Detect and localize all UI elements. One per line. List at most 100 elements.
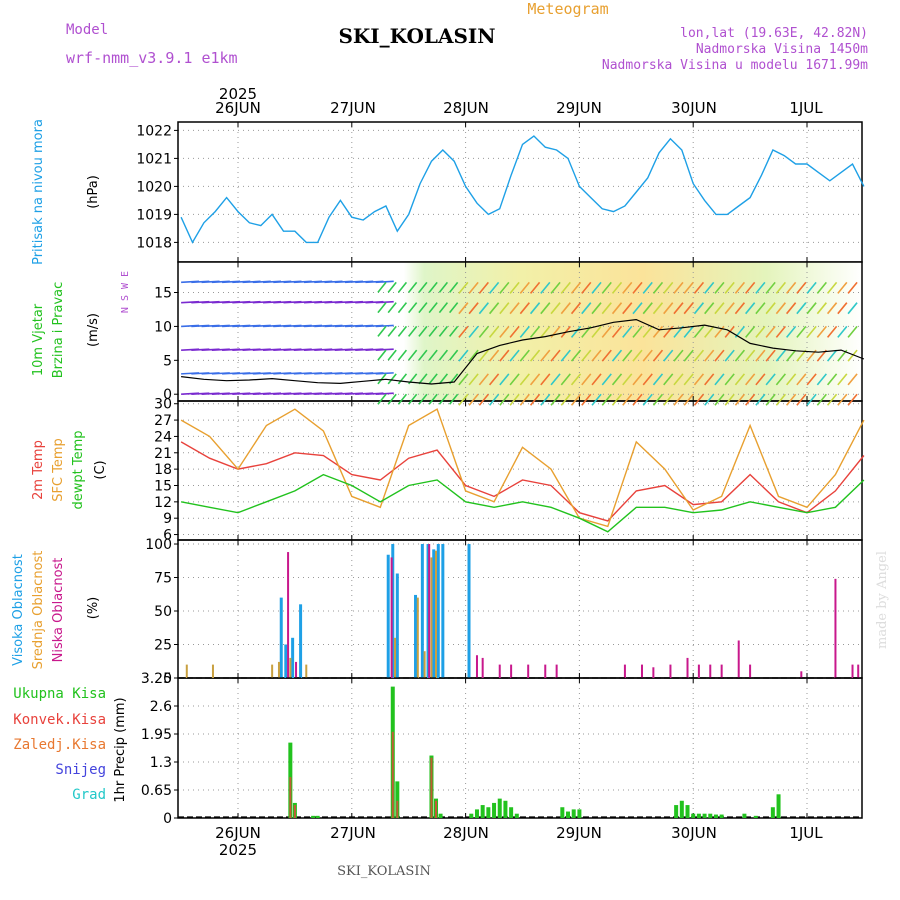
wind-barb [775,393,786,406]
legend-frozen: Zaledj.Kisa [13,737,106,753]
wind-barb [478,393,489,406]
wind-barb [509,302,520,315]
wind-barb [375,280,394,284]
wind-barb [786,325,797,338]
wind-barb [550,393,561,406]
wind-barb [519,325,530,338]
mid-cloud-bar [435,550,438,678]
wind-barb [418,281,428,293]
wind-barb [377,325,387,337]
cloud-ylabel-high: Visoka Oblacnost [11,554,26,666]
wind-barb [488,302,500,315]
wind-barb [408,349,418,361]
wind-barb [377,302,387,314]
wind-barb [581,302,592,315]
wind-barb [519,393,530,406]
wind-barb [663,349,674,362]
wind-barb [601,373,612,386]
wind-barb [540,302,551,315]
top-day-label: 29JUN [556,99,602,117]
wind-barb [601,302,612,315]
wind-barb [652,349,664,362]
wind-barb [375,348,394,351]
wind-barb [642,302,653,315]
high-cloud-bar [279,597,283,678]
wind-barb [734,281,746,294]
wind-barb [745,281,756,294]
wind-barb [408,281,418,293]
high-cloud-bar [284,644,288,678]
wind-barb [704,302,715,315]
wind-barb [775,325,786,338]
wind-barb [570,302,582,315]
wind-barb [397,349,408,361]
model-label: Model [66,22,108,38]
wind-barb [540,325,551,338]
wind-barb [816,373,827,386]
wind-barb [560,281,571,294]
wind-barb [387,349,397,361]
wind-barb [837,281,848,294]
cloud-ylabel-mid: Srednja Oblacnost [31,551,46,670]
mid-cloud-bar [289,657,292,678]
wind-barb [786,281,797,294]
y-tick-label: 0 [163,671,172,687]
wind-barb [724,302,735,315]
wind-barb [428,373,438,385]
wind-barb [458,373,469,386]
top-day-label: 26JUN [215,99,261,117]
precip-legend: Ukupna Kisa Konvek.Kisa Zaledj.Kisa Snij… [13,686,128,803]
high-cloud-bar [291,637,295,678]
y-tick-label: 50 [154,604,172,620]
wind-barb [796,325,807,338]
wind-barb [693,325,705,338]
wind-ylabel: 10m Vjetar Brzina i Pravac (m/s) N S W E [31,271,131,378]
wind-barb [397,302,408,314]
wind-barb [632,325,643,338]
wind-barb [449,349,459,361]
wind-barb [478,281,489,294]
station-title: SKI_KOLASIN [338,24,495,48]
y-tick-label: 24 [154,429,172,445]
total-precip-bar [503,800,508,818]
temp-ylabel-sfc: SFC Temp [51,438,66,502]
chart-layer: 1018101910201021102205101569121518212427… [136,121,865,827]
mid-cloud-bar [416,597,419,678]
top-day-label: 27JUN [330,99,376,117]
wind-barb [704,281,715,294]
wind-barb [622,325,633,338]
y-tick-label: 27 [154,413,172,429]
wind-barb [734,373,746,386]
top-day-label: 28JUN [443,99,489,117]
y-tick-label: 2.6 [150,699,172,715]
pressure-ylabel-title: Pritisak na nivou mora [31,119,46,265]
mid-cloud-bar [211,664,214,678]
wind-barb [755,325,766,338]
mid-cloud-bar [423,651,426,678]
low-cloud-bar [737,640,740,678]
wind-barb [755,281,766,294]
total-precip-bar [713,814,718,818]
wind-barb [693,349,705,362]
wind-barb [591,373,602,386]
y-tick-label: 6 [163,528,172,544]
wind-barb [652,373,664,386]
wind-barb [570,349,582,362]
wind-barb [847,281,858,294]
lonlat-label: lon,lat (19.63E, 42.82N) [680,26,868,41]
wind-barb [499,373,510,386]
wind-barb [632,349,643,362]
total-precip-bar [469,813,474,818]
wind-barb [375,372,394,375]
bottom-day-label: 30JUN [671,824,717,842]
wind-barb [529,393,541,406]
wind-barb [581,373,592,386]
total-precip-bar [696,813,701,818]
low-cloud-bar [544,664,547,678]
wind-barb [509,349,520,362]
wind-barb [837,325,848,338]
wind-barb [601,393,612,406]
wind-speed-line [181,318,865,385]
wind-barb [826,325,838,338]
